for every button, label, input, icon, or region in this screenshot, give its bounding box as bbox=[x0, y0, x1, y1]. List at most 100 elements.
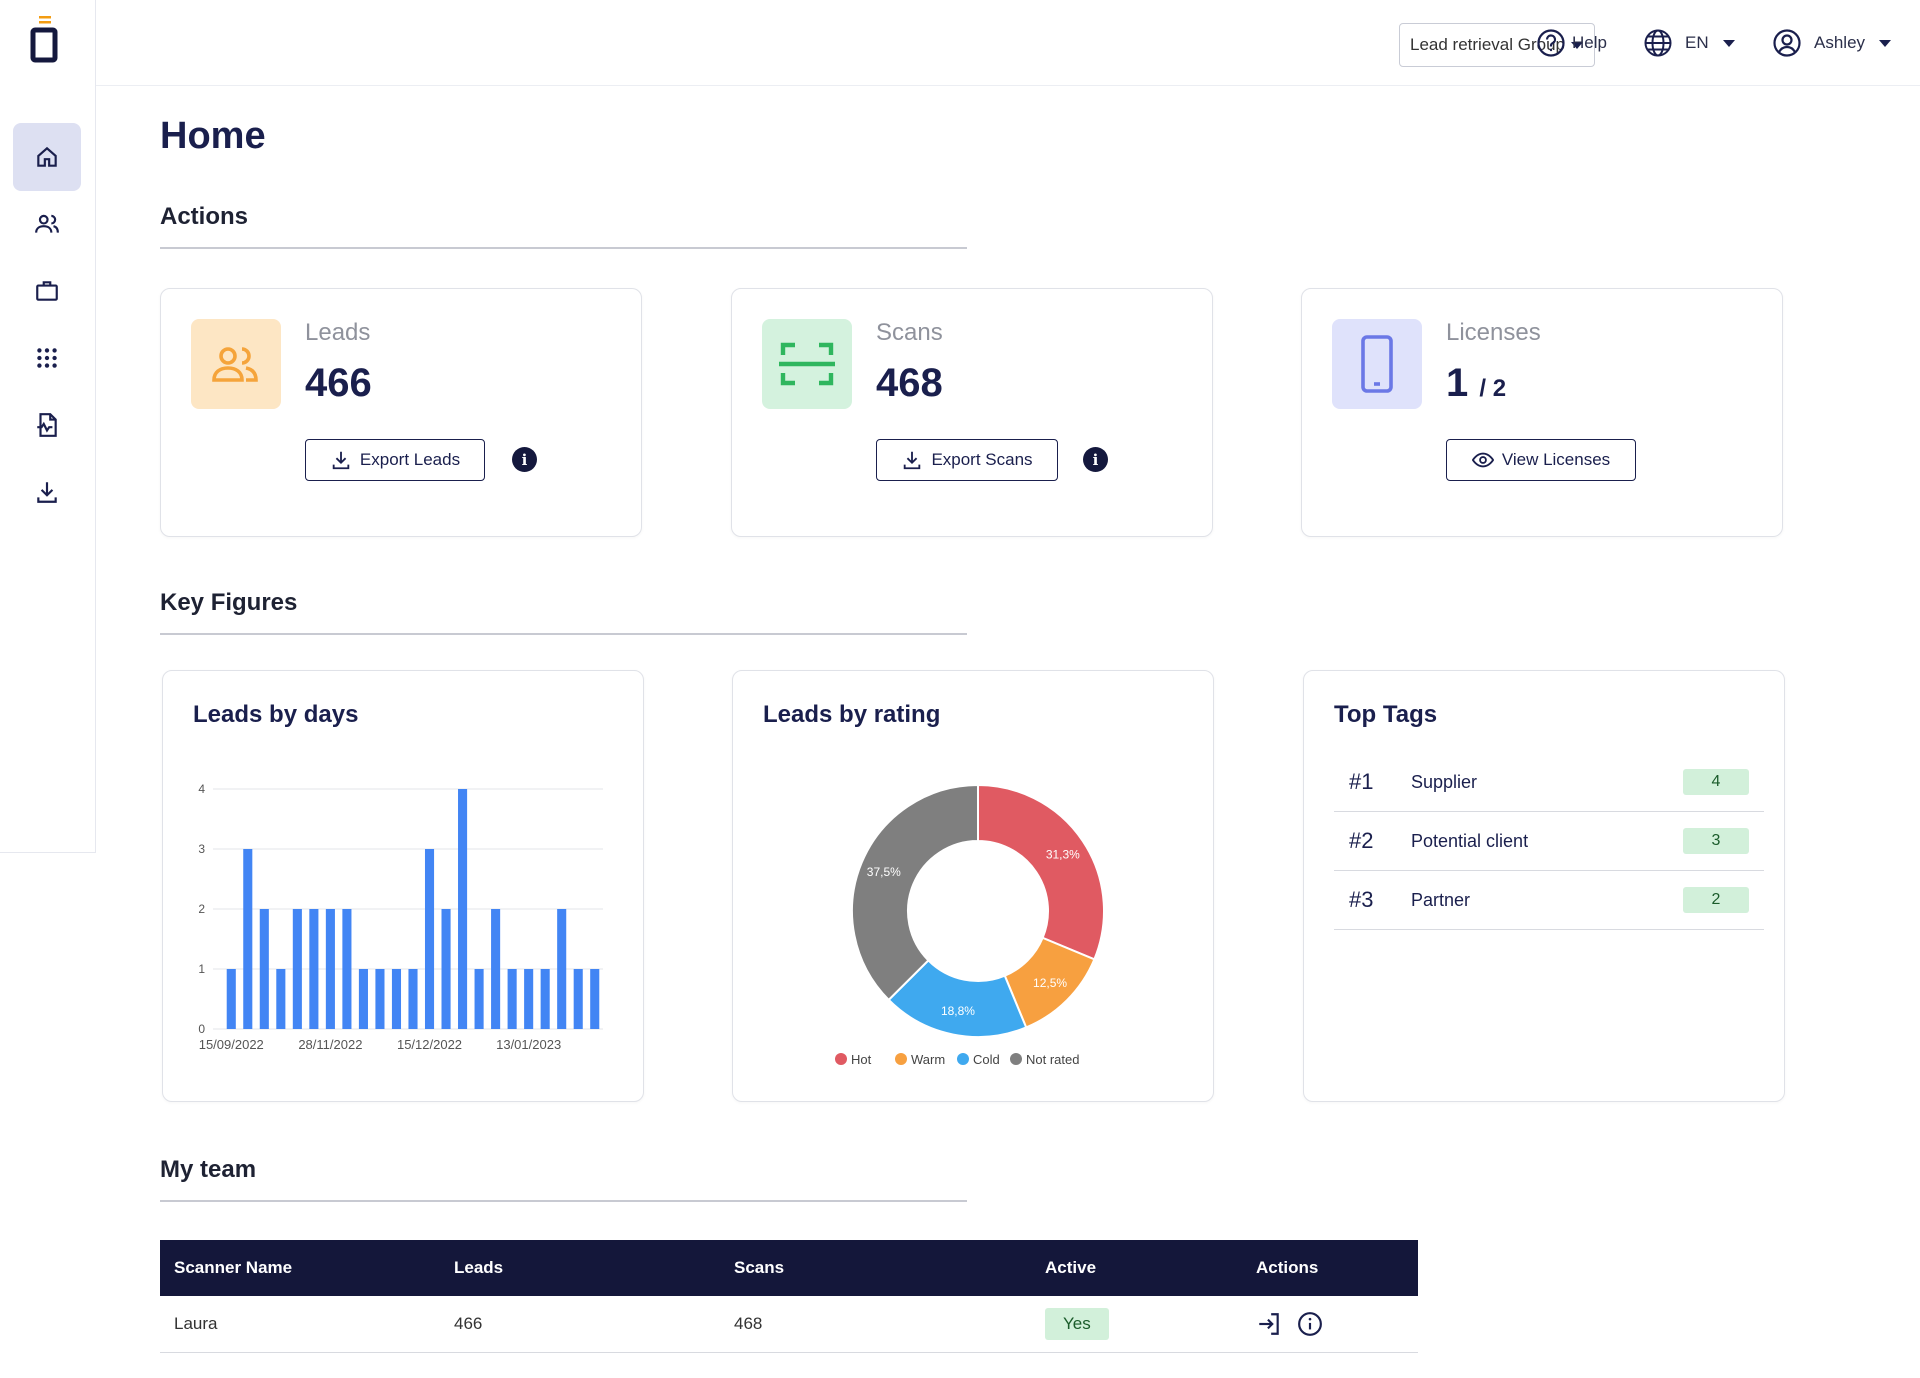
nav-reports[interactable] bbox=[13, 391, 81, 459]
users-icon bbox=[212, 347, 258, 382]
bar[interactable] bbox=[408, 969, 418, 1029]
pie-slice[interactable] bbox=[851, 783, 979, 1002]
export-leads-button[interactable]: Export Leads bbox=[305, 439, 485, 481]
column-header-scanner-name[interactable]: Scanner Name bbox=[160, 1240, 440, 1296]
tag-row[interactable]: #3 Partner 2 bbox=[1334, 871, 1764, 930]
legend-item[interactable]: Hot bbox=[835, 1052, 872, 1067]
bar[interactable] bbox=[259, 909, 269, 1029]
bar[interactable] bbox=[491, 909, 501, 1029]
bar[interactable] bbox=[540, 969, 550, 1029]
leads-label: Leads bbox=[305, 319, 371, 346]
scans-card: Scans 468 Export Scans i bbox=[731, 288, 1213, 537]
nav-leads[interactable] bbox=[13, 190, 81, 258]
download-icon bbox=[37, 482, 57, 503]
bar[interactable] bbox=[358, 969, 368, 1029]
bar[interactable] bbox=[309, 909, 319, 1029]
bar[interactable] bbox=[276, 969, 286, 1029]
tag-rank: #3 bbox=[1349, 887, 1374, 912]
bar[interactable] bbox=[243, 849, 253, 1029]
slice-label: 31,3% bbox=[1046, 847, 1080, 861]
bar[interactable] bbox=[342, 909, 352, 1029]
bar[interactable] bbox=[524, 969, 534, 1029]
leads-by-days-title: Leads by days bbox=[193, 701, 359, 728]
bar[interactable] bbox=[474, 969, 484, 1029]
view-licenses-label: View Licenses bbox=[1501, 450, 1611, 469]
scans-tile bbox=[762, 319, 852, 409]
bar[interactable] bbox=[573, 969, 583, 1029]
legend-item[interactable]: Warm bbox=[895, 1052, 945, 1067]
tag-rank: #2 bbox=[1349, 828, 1374, 853]
view-licenses-button[interactable]: View Licenses bbox=[1446, 439, 1636, 481]
leads-by-rating-title: Leads by rating bbox=[763, 701, 941, 728]
active-cell: Yes bbox=[1031, 1296, 1242, 1353]
legend-label: Warm bbox=[911, 1052, 945, 1067]
scans-label: Scans bbox=[876, 319, 943, 346]
bar[interactable] bbox=[441, 909, 451, 1029]
team-table: Scanner Name Leads Scans Active Actions … bbox=[160, 1240, 1418, 1353]
info-icon[interactable]: i bbox=[512, 447, 537, 472]
nav-briefcase[interactable] bbox=[13, 257, 81, 325]
column-header-actions: Actions bbox=[1242, 1240, 1418, 1296]
info-outline-icon[interactable] bbox=[1297, 1311, 1323, 1337]
help-link[interactable]: Help bbox=[1536, 28, 1607, 58]
top-bar: Lead retrieval Group Help EN Ashley bbox=[96, 0, 1920, 86]
leads-card: Leads 466 Export Leads i bbox=[160, 288, 642, 537]
bar[interactable] bbox=[424, 849, 435, 1029]
bar[interactable] bbox=[391, 969, 402, 1029]
slice-label: 12,5% bbox=[1033, 976, 1067, 990]
pie-slice[interactable] bbox=[977, 783, 1105, 961]
bar[interactable] bbox=[325, 909, 335, 1029]
tag-row[interactable]: #1 Supplier 4 bbox=[1334, 753, 1764, 812]
language-select[interactable]: EN bbox=[1643, 28, 1735, 58]
bar[interactable] bbox=[292, 909, 302, 1029]
tag-name: Supplier bbox=[1411, 771, 1478, 792]
export-scans-button[interactable]: Export Scans bbox=[876, 439, 1058, 481]
x-tick-label: 13/01/2023 bbox=[496, 1037, 561, 1052]
bar[interactable] bbox=[375, 969, 385, 1029]
info-icon[interactable]: i bbox=[1083, 447, 1108, 472]
nav-apps[interactable] bbox=[13, 324, 81, 392]
chevron-down-icon bbox=[1722, 39, 1735, 47]
chevron-down-icon bbox=[1879, 39, 1892, 47]
y-tick-label: 0 bbox=[198, 1022, 205, 1036]
group-select-value: Lead retrieval Group bbox=[1410, 35, 1565, 54]
globe-icon bbox=[1644, 29, 1672, 57]
nav-home[interactable] bbox=[13, 123, 81, 191]
bar[interactable] bbox=[226, 969, 236, 1029]
bar[interactable] bbox=[458, 789, 468, 1029]
column-header-leads[interactable]: Leads bbox=[440, 1240, 720, 1296]
legend-item[interactable]: Cold bbox=[957, 1052, 1000, 1067]
licenses-card: Licenses 1 / 2 View Licenses bbox=[1301, 288, 1783, 537]
column-header-scans[interactable]: Scans bbox=[720, 1240, 1031, 1296]
section-divider bbox=[160, 633, 967, 635]
legend-item[interactable]: Not rated bbox=[1010, 1052, 1079, 1067]
sidebar bbox=[0, 0, 96, 853]
legend-label: Hot bbox=[851, 1052, 872, 1067]
column-header-active[interactable]: Active bbox=[1031, 1240, 1242, 1296]
section-divider bbox=[160, 1200, 967, 1202]
legend-swatch bbox=[1010, 1053, 1022, 1065]
actions-section-title: Actions bbox=[160, 203, 249, 230]
bar[interactable] bbox=[557, 909, 567, 1029]
bar[interactable] bbox=[590, 969, 600, 1029]
active-badge: Yes bbox=[1045, 1308, 1109, 1340]
leads-tile bbox=[191, 319, 281, 409]
leads-by-rating-card: Leads by rating 31,3% 12,5% 18,8% 37,5% Hot W… bbox=[732, 670, 1214, 1102]
legend-swatch bbox=[957, 1053, 969, 1065]
eye-icon bbox=[1471, 452, 1494, 468]
user-menu[interactable]: Ashley bbox=[1772, 28, 1892, 58]
nav-downloads[interactable] bbox=[13, 458, 81, 526]
legend-label: Not rated bbox=[1026, 1052, 1079, 1067]
bar[interactable] bbox=[507, 969, 517, 1029]
tag-count-badge: 4 bbox=[1683, 769, 1749, 795]
licenses-label: Licenses bbox=[1446, 319, 1541, 346]
tag-row[interactable]: #2 Potential client 3 bbox=[1334, 812, 1764, 871]
login-icon[interactable] bbox=[1256, 1311, 1282, 1337]
leads-count: 466 bbox=[305, 361, 372, 405]
y-tick-label: 2 bbox=[198, 902, 205, 916]
group-select[interactable]: Lead retrieval Group bbox=[1399, 23, 1595, 67]
app-logo[interactable] bbox=[30, 16, 60, 64]
y-tick-label: 3 bbox=[198, 842, 205, 856]
user-circle-icon bbox=[1773, 29, 1801, 57]
help-label: Help bbox=[1572, 33, 1607, 52]
